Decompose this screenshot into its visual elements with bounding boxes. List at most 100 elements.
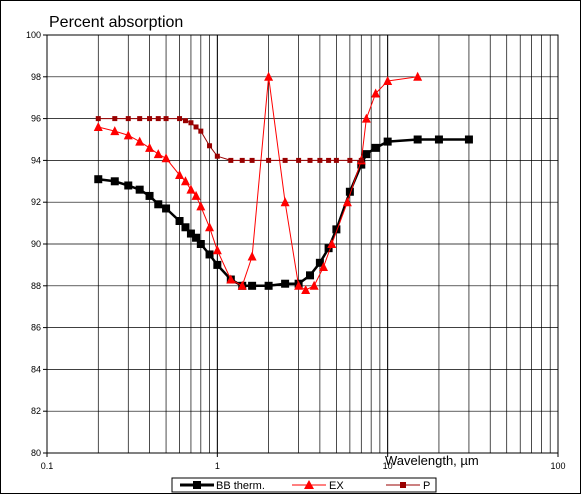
data-point [358, 157, 364, 163]
chart-title: Percent absorption [49, 14, 183, 31]
data-point [163, 116, 169, 122]
data-point [324, 244, 333, 253]
y-tick-label: 80 [31, 448, 41, 458]
data-point [212, 245, 222, 255]
data-point [186, 229, 195, 238]
data-point [282, 157, 288, 163]
data-point [327, 239, 337, 248]
y-tick-label: 96 [31, 114, 41, 124]
data-point [145, 142, 155, 152]
data-point [371, 143, 380, 152]
data-point [125, 116, 131, 122]
data-point [135, 185, 144, 194]
data-point [264, 281, 273, 290]
data-point [180, 176, 190, 186]
data-point [175, 170, 185, 180]
series-layer [93, 71, 473, 294]
series-1 [93, 71, 423, 294]
data-point [110, 126, 120, 136]
y-tick-label: 90 [31, 239, 41, 249]
data-point [177, 116, 183, 122]
data-point [237, 280, 247, 290]
data-point [280, 197, 290, 207]
data-point [301, 284, 311, 294]
data-point [192, 233, 201, 242]
data-point [434, 135, 443, 144]
data-point [306, 271, 315, 280]
data-point [362, 150, 371, 159]
data-point [248, 281, 257, 290]
data-point [307, 157, 313, 163]
data-point [413, 135, 422, 144]
x-tick-label: 100 [550, 461, 565, 471]
series-2 [95, 116, 364, 163]
x-tick-label: 10 [383, 461, 393, 471]
data-point [205, 222, 215, 232]
data-point [155, 116, 161, 122]
data-point [247, 251, 257, 261]
legend-marker-p [400, 482, 406, 488]
data-point [198, 128, 204, 134]
data-point [228, 157, 234, 163]
data-point [357, 160, 366, 169]
y-tick-label: 86 [31, 323, 41, 333]
data-point [464, 135, 473, 144]
data-point [175, 217, 184, 226]
legend-label-bb: BB therm. [216, 480, 265, 492]
y-tick-label: 84 [31, 364, 41, 374]
data-point [191, 190, 201, 200]
data-point [181, 223, 190, 232]
y-tick-label: 94 [31, 155, 41, 165]
data-point [332, 225, 341, 234]
data-point [153, 149, 163, 159]
data-point [137, 116, 143, 122]
legend-label-p: P [423, 480, 430, 492]
data-point [315, 258, 324, 267]
data-point [249, 157, 255, 163]
data-point [193, 124, 199, 130]
data-point [186, 184, 196, 194]
data-point [182, 118, 188, 124]
data-point [333, 157, 339, 163]
data-point [296, 157, 302, 163]
data-point [281, 279, 290, 288]
data-point [196, 240, 205, 248]
data-point [135, 136, 145, 146]
y-tick-label: 100 [26, 30, 41, 40]
y-tick-label: 88 [31, 281, 41, 291]
data-point [161, 153, 171, 163]
data-point [145, 191, 154, 200]
y-tick-label: 98 [31, 72, 41, 82]
x-tick-labels: 0.1 1 10 100 [41, 453, 566, 471]
data-point [147, 116, 153, 122]
y-tick-label: 92 [31, 197, 41, 207]
data-point [93, 121, 103, 131]
data-point [264, 71, 274, 81]
data-point [371, 88, 381, 98]
data-point [95, 116, 101, 122]
data-point [317, 157, 323, 163]
data-point [266, 157, 272, 163]
data-point [226, 274, 236, 284]
data-point [154, 200, 163, 209]
x-axis-label: Wavelength, µm [385, 453, 479, 468]
legend-label-ex: EX [329, 480, 344, 492]
y-tick-labels: 80 82 84 86 88 90 92 94 96 98 100 [26, 30, 47, 458]
data-point [94, 175, 103, 184]
legend-marker-bb [193, 481, 201, 489]
data-point [347, 157, 353, 163]
data-point [214, 153, 220, 159]
x-tick-label: 1 [215, 461, 220, 471]
data-point [110, 177, 119, 186]
data-point [309, 280, 319, 290]
data-point [196, 201, 206, 211]
data-point [413, 71, 423, 81]
data-point [213, 260, 222, 269]
data-point [239, 157, 245, 163]
data-point [205, 250, 214, 259]
data-point [162, 204, 171, 213]
legend-marker-ex [304, 480, 314, 489]
data-point [294, 280, 304, 290]
